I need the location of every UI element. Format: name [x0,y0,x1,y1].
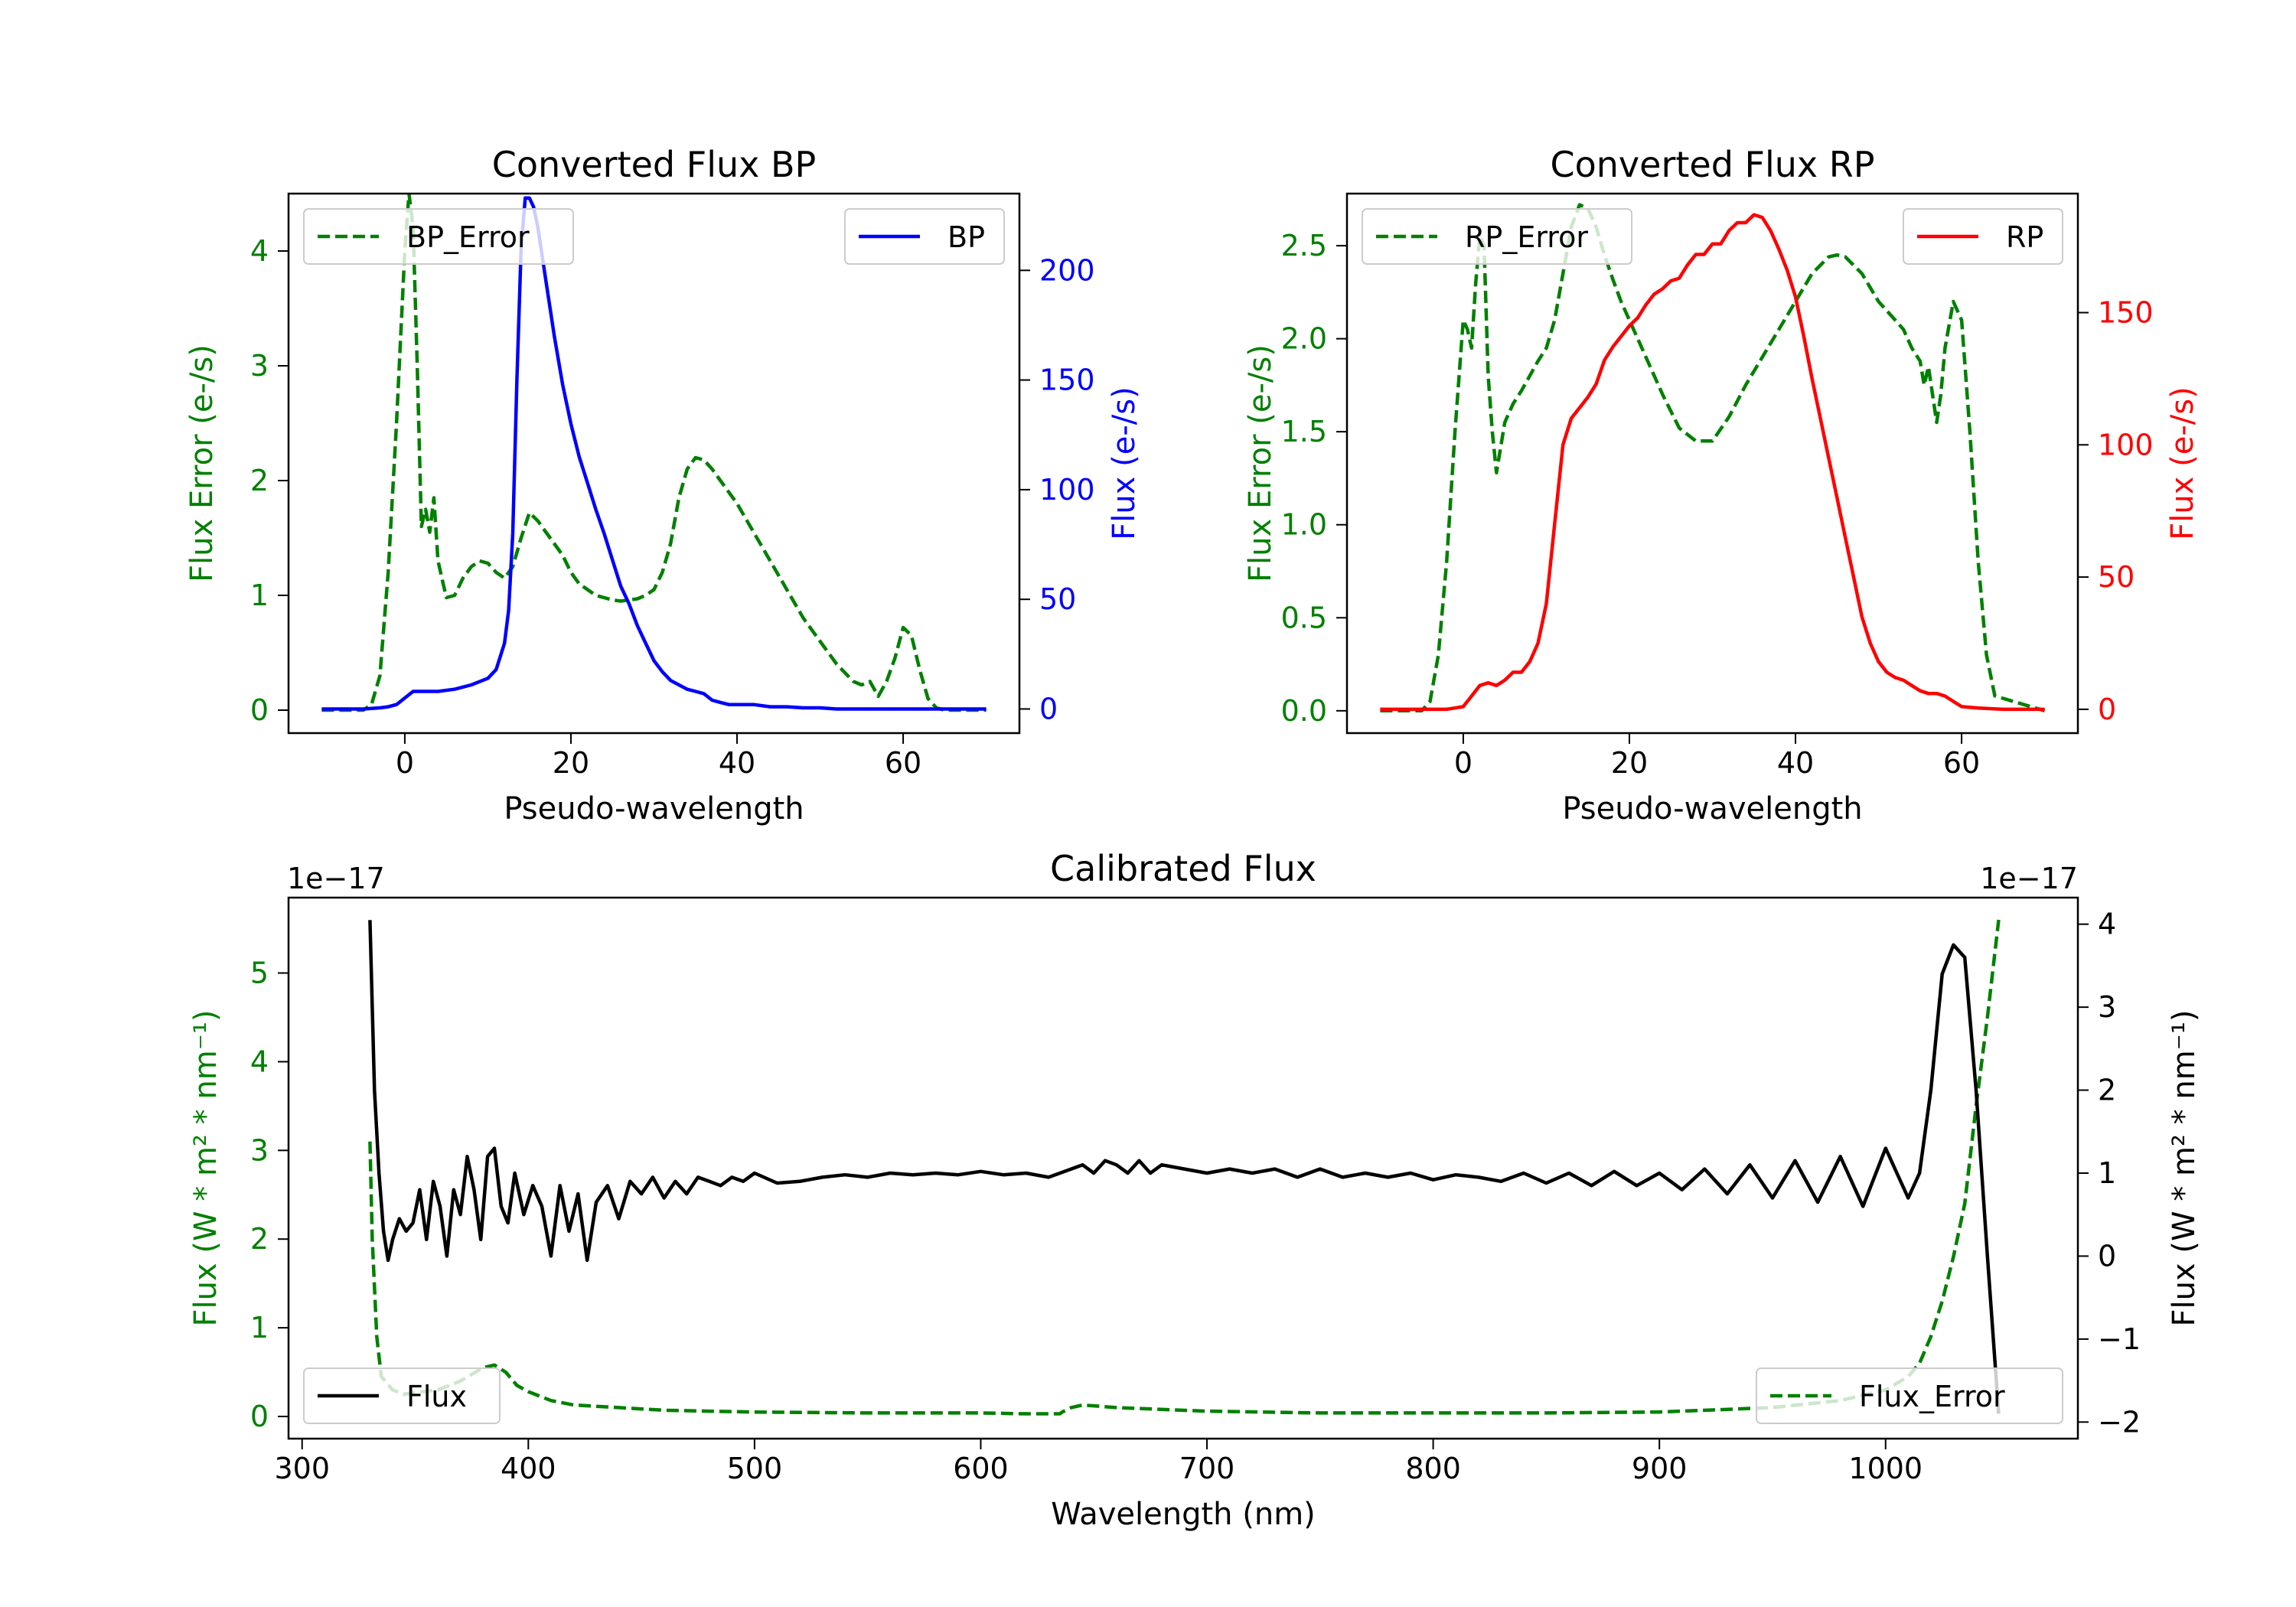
legend-label: Flux_Error [1859,1380,2005,1413]
series-line-flux [368,920,2001,1414]
y-tick-label-right: 50 [1039,582,1076,616]
legend-box [1362,208,1632,265]
panel-bp: Converted Flux BP0 20 40 600123405010015020… [184,144,1142,826]
y-tick-label-right: 4 [2098,908,2116,941]
legend-rp[interactable]: RP [1903,208,2063,265]
y-tick-label-right: −2 [2098,1405,2141,1439]
series-line-bp [321,196,987,711]
y-tick-label-left: 4 [250,1045,269,1078]
y-tick-label-left: 2 [250,464,269,497]
x-tick-label: 300 [274,1452,330,1485]
x-tick-label: 900 [1632,1452,1688,1485]
y-tick-label-left: 0.5 [1281,601,1327,634]
y-tick-label-right: 150 [2098,296,2154,330]
x-tick-label: 500 [727,1452,783,1485]
y-tick-label-left: 0.0 [1281,694,1327,728]
y-tick-label-left: 1 [250,1311,269,1345]
series-line-bp-error [321,194,987,712]
legend-label: RP_Error [1465,220,1588,254]
legend-label: BP_Error [406,220,530,254]
y-tick-label-right: 150 [1039,363,1095,397]
y-tick-label-right: 100 [2098,428,2154,461]
y-tick-label-left: 1.0 [1281,508,1327,542]
y-tick-label-left: 1 [250,579,269,612]
series-line-rp-error [1380,203,2046,713]
offset-label-right: 1e−17 [1980,862,2078,895]
series-line-rp [1380,213,2045,712]
y-tick-label-left: 3 [250,1133,269,1167]
x-tick-label: 40 [1777,746,1814,780]
y-axis-label-right: Flux (e-/s) [1107,386,1142,539]
y-tick-label-right: 2 [2098,1074,2116,1107]
panel-rp: Converted Flux RP 0 20 40 60 0.0 0.5 1.0 1.5 2.0 2… [1243,144,2200,826]
y-tick-label-right: 3 [2098,990,2116,1024]
plot-frame [287,192,1021,735]
x-tick-label: 60 [1943,746,1980,780]
y-axis-label-left: Flux Error (e-/s) [184,344,220,582]
series-group [368,919,2001,1416]
y-tick-label-right: 200 [1039,253,1095,287]
legend-box [303,1367,501,1424]
x-axis-label: Wavelength (nm) [1051,1497,1316,1532]
legend-label: Flux [406,1380,467,1413]
y-axis-label-right: Flux (W * m² * nm⁻¹) [2167,1010,2202,1327]
legend-bp-error[interactable]: BP_Error [303,208,574,265]
legend-flux[interactable]: Flux [303,1367,501,1424]
series-group [321,194,987,712]
chart-title: Converted Flux RP [1551,144,1875,185]
x-tick-label: 400 [501,1452,556,1485]
series-group [1380,203,2046,713]
legend-box [1756,1367,2063,1424]
legend-flux-error[interactable]: Flux_Error [1756,1367,2063,1424]
offset-label-left: 1e−17 [287,862,385,895]
x-tick-label: 800 [1405,1452,1461,1485]
x-tick-label: 700 [1179,1452,1235,1485]
chart-title: Converted Flux BP [492,144,817,185]
legend-bp[interactable]: BP [844,208,1005,265]
y-tick-label-right: −1 [2098,1322,2141,1356]
legend-box [1903,208,2063,265]
x-tick-label: 600 [953,1452,1009,1485]
y-tick-label-left: 4 [250,234,269,268]
legend-box [844,208,1005,265]
y-tick-label-left: 3 [250,349,269,383]
y-tick-label-left: 1.5 [1281,415,1327,448]
y-tick-label-right: 0 [1039,692,1058,725]
x-axis-label: Pseudo-wavelength [1562,791,1862,826]
y-tick-label-right: 100 [1039,473,1095,507]
legend-box [303,208,574,265]
y-axis-label-left: Flux Error (e-/s) [1243,344,1278,582]
y-tick-label-left: 2 [250,1222,269,1256]
y-tick-label-left: 2.5 [1281,229,1327,262]
y-tick-label-right: 50 [2098,560,2135,594]
legend-label: BP [947,220,985,254]
y-axis-label-left: Flux (W * m² * nm⁻¹) [188,1010,223,1327]
y-tick-label-right: 0 [2098,1239,2116,1273]
y-tick-label-right: 0 [2098,693,2116,726]
x-tick-label: 20 [1611,746,1648,780]
x-tick-label: 20 [553,746,589,780]
y-tick-label-left: 5 [250,957,269,990]
x-tick-label: 0 [396,746,414,780]
x-tick-label: 1000 [1848,1452,1923,1485]
y-tick-label-left: 0 [250,693,269,727]
plot-frame [287,896,2079,1440]
plot-frame [1345,192,2079,735]
y-tick-label-left: 2.0 [1281,322,1327,356]
x-tick-label: 0 [1454,746,1473,780]
y-axis-label-right: Flux (e-/s) [2165,386,2200,539]
legend-rp-error[interactable]: RP_Error [1362,208,1632,265]
chart-title: Calibrated Flux [1050,848,1316,889]
x-tick-label: 60 [885,746,921,780]
y-tick-label-left: 0 [250,1400,269,1433]
series-line-flux-error [368,919,2001,1416]
y-tick-label-right: 1 [2098,1156,2116,1190]
x-tick-label: 40 [719,746,755,780]
x-axis-label: Pseudo-wavelength [504,791,804,826]
legend-label: RP [2006,220,2043,254]
